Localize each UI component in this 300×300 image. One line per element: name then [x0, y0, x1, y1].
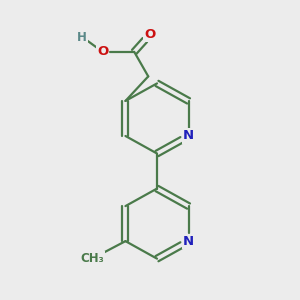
- Text: CH₃: CH₃: [80, 252, 104, 265]
- Text: H: H: [77, 31, 87, 44]
- Text: N: N: [183, 130, 194, 142]
- Text: N: N: [183, 235, 194, 248]
- Text: O: O: [97, 45, 108, 58]
- Text: O: O: [144, 28, 156, 41]
